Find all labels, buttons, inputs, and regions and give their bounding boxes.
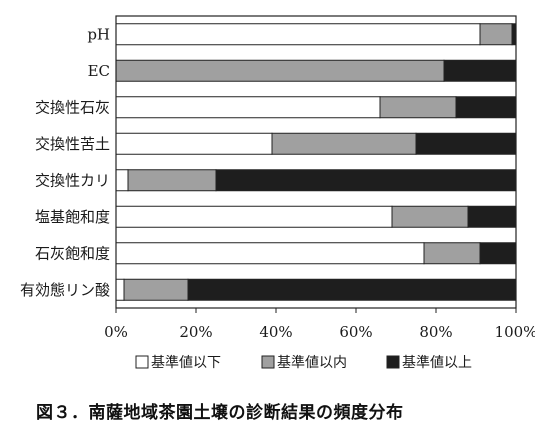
legend-label: 基準値以上 bbox=[402, 354, 472, 371]
bar-segment-3-8 bbox=[187, 278, 517, 301]
bar-segment-3-3 bbox=[455, 96, 517, 119]
bar-segment-2-6 bbox=[391, 205, 469, 228]
bar-segment-3-4 bbox=[415, 132, 517, 155]
bar-segment-3-5 bbox=[215, 169, 517, 192]
bar-segment-2-2 bbox=[115, 59, 445, 82]
x-tick-label: 20% bbox=[179, 323, 212, 341]
bar-segment-3-2 bbox=[443, 59, 517, 82]
category-label: 石灰飽和度 bbox=[35, 244, 110, 262]
category-label: 交換性石灰 bbox=[35, 98, 110, 116]
category-label: 交換性カリ bbox=[35, 171, 110, 189]
bar-segment-1-8 bbox=[115, 278, 125, 301]
x-tick-label: 0% bbox=[104, 323, 128, 341]
bar-segment-1-5 bbox=[115, 169, 129, 192]
category-label: pH bbox=[87, 25, 110, 43]
x-tick-label: 60% bbox=[339, 323, 372, 341]
bar-segment-1-7 bbox=[115, 242, 425, 265]
bar-segment-1-1 bbox=[115, 23, 481, 46]
bar-segment-1-6 bbox=[115, 205, 393, 228]
category-label: 塩基飽和度 bbox=[35, 208, 110, 226]
plot-frame bbox=[115, 15, 517, 309]
category-label: 交換性苦土 bbox=[35, 135, 110, 153]
bar-segment-2-3 bbox=[379, 96, 457, 119]
figure-caption: 図３．南薩地域茶園土壌の診断結果の頻度分布 bbox=[36, 403, 404, 423]
bar-segment-2-4 bbox=[271, 132, 417, 155]
bar-segment-2-7 bbox=[423, 242, 481, 265]
x-axis-ticks: 0% 20% 40% 60% 80% 100% bbox=[104, 308, 535, 341]
x-tick-label: 40% bbox=[259, 323, 292, 341]
legend-label: 基準値以下 bbox=[151, 354, 221, 371]
bar-segment-3-7 bbox=[479, 242, 517, 265]
bar-segment-1-3 bbox=[115, 96, 381, 119]
bars-layer bbox=[115, 23, 517, 301]
legend-swatch bbox=[261, 355, 275, 369]
legend-swatch bbox=[135, 355, 149, 369]
legend: 基準値以下 基準値以内 基準値以上 bbox=[135, 354, 472, 371]
category-label: 有効態リン酸 bbox=[20, 281, 110, 299]
x-tick-label: 100% bbox=[495, 323, 535, 341]
legend-swatch bbox=[386, 355, 400, 369]
category-label: EC bbox=[88, 62, 110, 80]
bar-segment-2-8 bbox=[123, 278, 189, 301]
bar-segment-3-6 bbox=[467, 205, 517, 228]
x-tick-label: 80% bbox=[419, 323, 452, 341]
legend-label: 基準値以内 bbox=[277, 354, 347, 371]
bar-segment-1-4 bbox=[115, 132, 273, 155]
bar-segment-2-5 bbox=[127, 169, 217, 192]
bar-segment-2-1 bbox=[479, 23, 513, 46]
